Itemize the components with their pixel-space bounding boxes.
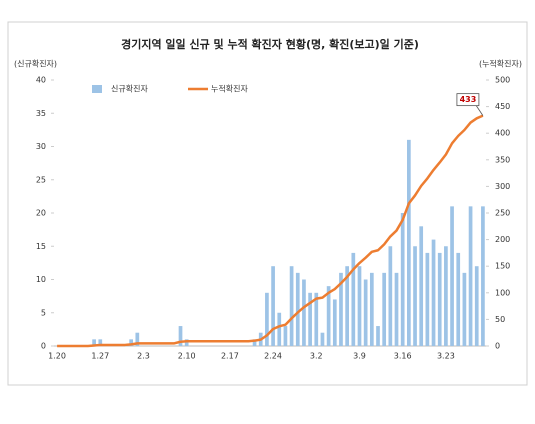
y2-tick-label: 0 bbox=[495, 342, 500, 351]
bar bbox=[419, 226, 424, 346]
x-tick-label: 3.16 bbox=[394, 352, 412, 361]
x-tick-label: 2.24 bbox=[264, 352, 282, 361]
x-tick-label: 2.17 bbox=[221, 352, 239, 361]
bar bbox=[431, 239, 436, 346]
callout-box bbox=[456, 93, 480, 107]
bar bbox=[320, 332, 325, 346]
bar bbox=[363, 279, 368, 346]
bar bbox=[425, 252, 430, 346]
bar bbox=[413, 246, 417, 346]
x-tick-label: 1.27 bbox=[91, 352, 109, 361]
bar bbox=[456, 252, 461, 346]
bar bbox=[400, 213, 405, 346]
bar bbox=[332, 299, 337, 346]
bar bbox=[481, 206, 485, 346]
bar bbox=[308, 292, 312, 346]
bar bbox=[351, 252, 356, 346]
y2-tick-label: 500 bbox=[495, 76, 510, 85]
y2-tick-label: 200 bbox=[495, 235, 510, 244]
bar bbox=[345, 266, 349, 346]
bar bbox=[394, 272, 399, 346]
line bbox=[57, 114, 484, 348]
x-tick-label: 2.10 bbox=[178, 352, 196, 361]
y-tick-label: 10 bbox=[36, 275, 46, 284]
bar bbox=[184, 339, 189, 346]
bar bbox=[129, 339, 133, 346]
y2-tick-label: 400 bbox=[495, 129, 510, 138]
bar bbox=[252, 339, 257, 346]
bar bbox=[92, 339, 96, 346]
bar bbox=[135, 332, 140, 346]
bar bbox=[357, 266, 362, 346]
bar bbox=[462, 272, 467, 346]
bar bbox=[178, 326, 183, 346]
bar bbox=[271, 266, 275, 346]
bar bbox=[326, 286, 331, 346]
bar bbox=[376, 326, 380, 346]
y-tick-label: 30 bbox=[36, 142, 46, 151]
y-axis-label: (신규확진자) bbox=[14, 59, 57, 69]
bar bbox=[450, 206, 454, 346]
y-tick-label: 40 bbox=[36, 76, 46, 85]
bar bbox=[98, 339, 103, 346]
bar bbox=[382, 272, 387, 346]
bar bbox=[468, 206, 473, 346]
bar bbox=[302, 279, 306, 346]
bar bbox=[339, 272, 343, 346]
bar bbox=[444, 246, 448, 346]
bar bbox=[283, 326, 288, 346]
bar bbox=[289, 266, 294, 346]
y2-tick-label: 350 bbox=[495, 155, 510, 164]
bar bbox=[314, 292, 319, 346]
y2-tick-label: 150 bbox=[495, 262, 510, 271]
x-tick-label: 3.2 bbox=[310, 352, 323, 361]
y2-axis-label: (누적확진자) bbox=[479, 59, 522, 69]
bar bbox=[369, 272, 374, 346]
bar bbox=[407, 139, 411, 346]
x-tick-label: 3.23 bbox=[437, 352, 455, 361]
bar bbox=[388, 246, 393, 346]
y-tick-label: 25 bbox=[36, 175, 46, 184]
legend-swatch bbox=[92, 85, 102, 93]
bar bbox=[265, 292, 269, 346]
bar bbox=[295, 272, 300, 346]
y2-tick-label: 250 bbox=[495, 209, 510, 218]
y2-tick-label: 50 bbox=[495, 315, 505, 324]
y-tick-label: 35 bbox=[36, 109, 46, 118]
bar bbox=[277, 312, 282, 346]
y-tick-label: 5 bbox=[41, 308, 46, 317]
legend-label: 신규확진자 bbox=[111, 84, 148, 94]
y2-tick-label: 100 bbox=[495, 288, 510, 297]
chart-title: 경기지역 일일 신규 및 누적 확진자 현황(명, 확진(보고)일 기준) bbox=[121, 37, 419, 51]
x-tick-label: 2.3 bbox=[137, 352, 150, 361]
y-tick-label: 0 bbox=[41, 342, 46, 351]
y2-tick-label: 450 bbox=[495, 102, 510, 111]
y-tick-label: 20 bbox=[36, 209, 46, 218]
x-tick-label: 1.20 bbox=[48, 352, 66, 361]
legend-label: 누적확진자 bbox=[211, 84, 248, 94]
y-tick-label: 15 bbox=[36, 242, 46, 251]
bar bbox=[474, 266, 479, 346]
x-tick-label: 3.9 bbox=[353, 352, 366, 361]
data-label: 433 bbox=[460, 95, 477, 104]
y2-tick-label: 300 bbox=[495, 182, 510, 191]
bar bbox=[437, 252, 442, 346]
